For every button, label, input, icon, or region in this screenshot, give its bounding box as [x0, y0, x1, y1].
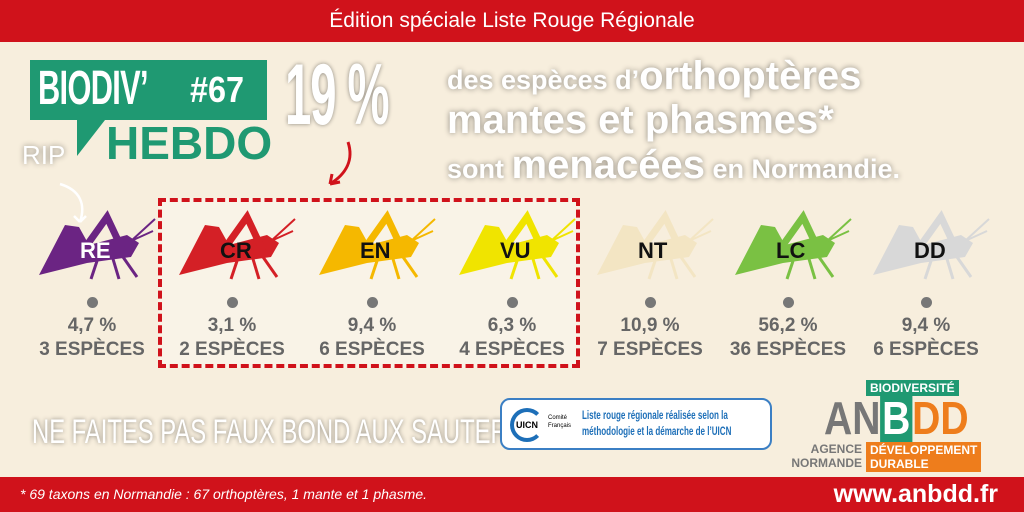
footer-bar: * 69 taxons en Normandie : 67 orthoptère… [0, 477, 1024, 512]
category-percent: 56,2 % [758, 315, 818, 336]
headline-line3: sont menacées en Normandie. [447, 144, 900, 190]
normande-text: NORMANDE [791, 456, 862, 470]
bullet-icon [782, 297, 794, 308]
logo-hebdo: HEBDO [106, 117, 273, 169]
footnote: * 69 taxons en Normandie : 67 orthoptère… [20, 486, 428, 502]
biodiv-logo: BIODIV’ #67 [30, 60, 267, 120]
bullet-icon [226, 297, 238, 308]
uicn-line1: Liste rouge régionale réalisée selon la [582, 410, 728, 422]
anbdd-dev: DÉVELOPPEMENT DURABLE [866, 442, 982, 472]
anbdd-b: B [880, 392, 913, 444]
grasshopper-icon [459, 210, 576, 280]
uicn-text: Liste rouge régionale réalisée selon la m… [582, 408, 731, 440]
bullet-icon [366, 297, 378, 308]
bullet-icon [920, 297, 932, 308]
category-code: LC [776, 238, 806, 263]
category-code: CR [220, 238, 252, 263]
category-percent: 10,9 % [620, 315, 680, 336]
category-en: EN 9,4 % 6 ESPÈCES [302, 205, 442, 362]
headline-line3-big: menacées [511, 143, 705, 187]
category-code: EN [360, 238, 391, 263]
rip-label: RIP [22, 140, 66, 170]
headline-line2: mantes et phasmes* [447, 98, 834, 142]
uicn-line2: méthodologie et la démarche de l’UICN [582, 426, 732, 438]
category-count: 6 ESPÈCES [319, 339, 425, 360]
category-count: 2 ESPÈCES [179, 339, 285, 360]
durable-text: DURABLE [870, 457, 929, 471]
anbdd-an: AN [824, 392, 881, 444]
grasshopper-icon [597, 210, 714, 280]
grasshopper-icon [735, 210, 852, 280]
threatened-species-box [158, 198, 580, 368]
headline-line3-a: sont [447, 154, 512, 184]
headline-line1: des espèces d’orthoptères [447, 56, 861, 100]
category-nt: NT 10,9 % 7 ESPÈCES [580, 205, 720, 362]
grasshopper-icon [873, 210, 990, 280]
category-count: 4 ESPÈCES [459, 339, 565, 360]
anbdd-logo: BIODIVERSITÉ ANBDD AGENCE NORMANDE DÉVELO… [791, 380, 1000, 472]
developpement-text: DÉVELOPPEMENT [870, 443, 978, 457]
category-cr: CR 3,1 % 2 ESPÈCES [162, 205, 302, 362]
bullet-icon [506, 297, 518, 308]
logo-biodiv-text: BIODIV’ [38, 62, 149, 115]
category-re: RE 4,7 % 3 ESPÈCES [22, 205, 162, 362]
anbdd-agence: AGENCE NORMANDE [788, 442, 862, 470]
slogan: NE FAITES PAS FAUX BOND AUX SAUTERELLES [32, 413, 582, 451]
category-vu: VU 6,3 % 4 ESPÈCES [442, 205, 582, 362]
uicn-logo: UICN [510, 408, 544, 442]
category-count: 7 ESPÈCES [597, 339, 703, 360]
anbdd-letters: ANBDD [824, 392, 969, 444]
arrow-icon [328, 141, 352, 186]
uicn-logo-sub: Comité Français [548, 415, 572, 429]
category-count: 6 ESPÈCES [873, 339, 979, 360]
category-percent: 9,4 % [347, 315, 397, 336]
headline-line1-big: orthoptères [639, 54, 862, 98]
category-percent: 3,1 % [207, 315, 257, 336]
anbdd-dd: DD [912, 392, 969, 444]
agence-text: AGENCE [810, 442, 862, 456]
grasshopper-icon [179, 210, 296, 280]
edition-banner: Édition spéciale Liste Rouge Régionale [0, 0, 1024, 42]
speech-tail-icon [77, 120, 105, 156]
category-code: VU [500, 238, 531, 263]
category-count: 3 ESPÈCES [39, 339, 145, 360]
uicn-badge: UICN Comité Français Liste rouge régiona… [500, 398, 772, 450]
category-code: DD [914, 238, 946, 263]
category-lc: LC 56,2 % 36 ESPÈCES [718, 205, 858, 362]
category-code: NT [638, 238, 668, 263]
bullet-icon [644, 297, 656, 308]
website-link[interactable]: www.anbdd.fr [833, 480, 998, 508]
category-percent: 6,3 % [487, 315, 537, 336]
headline-line3-b: en Normandie. [704, 154, 901, 184]
headline-line1-small: des espèces d’ [447, 65, 640, 95]
grasshopper-icon [319, 210, 436, 280]
issue-number: #67 [190, 69, 245, 110]
category-count: 36 ESPÈCES [729, 339, 847, 360]
category-percent: 4,7 % [67, 315, 117, 336]
rip-arrow-icon [59, 182, 87, 223]
bullet-icon [86, 297, 98, 308]
grasshopper-icon [39, 210, 156, 280]
category-code: RE [80, 238, 111, 263]
headline-percent: 19 % [285, 47, 390, 143]
category-percent: 9,4 % [901, 315, 951, 336]
category-dd: DD 9,4 % 6 ESPÈCES [856, 205, 996, 362]
